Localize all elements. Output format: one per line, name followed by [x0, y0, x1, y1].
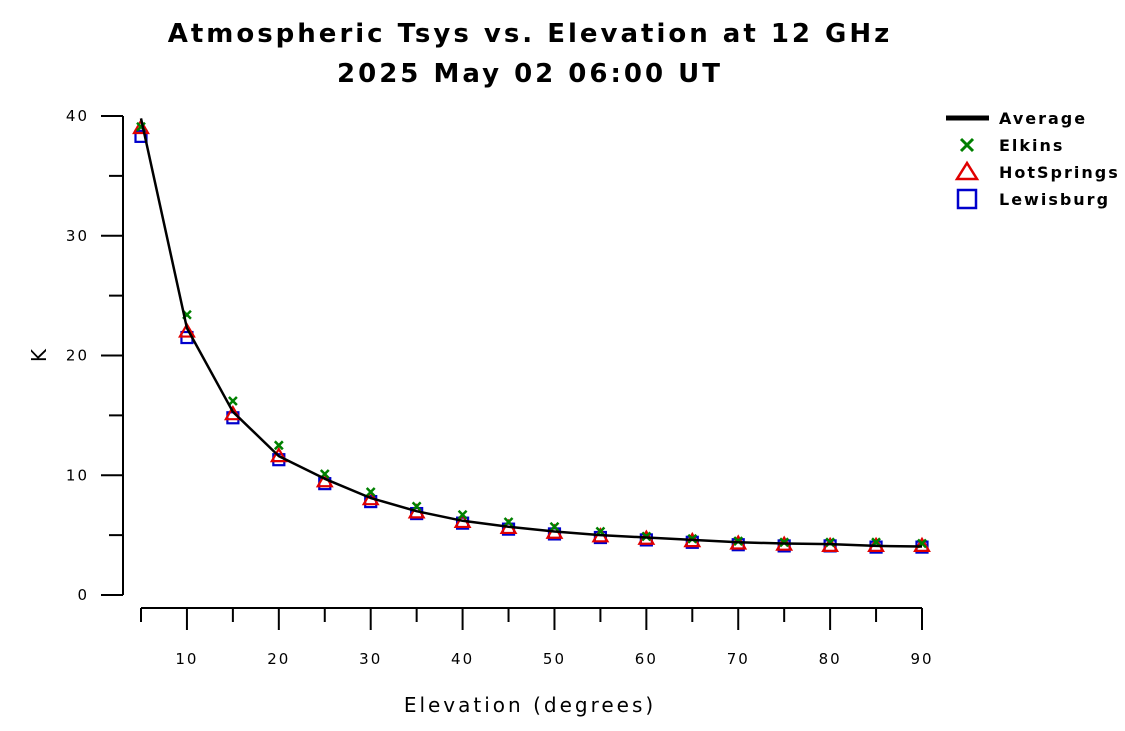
x-tick-label: 10: [175, 650, 198, 668]
x-tick-label: 70: [727, 650, 750, 668]
data-point-elkins: [227, 396, 238, 406]
series-lewisburg: [134, 129, 929, 554]
legend-label-hotsprings: HotSprings: [999, 163, 1120, 182]
chart-subtitle: 2025 May 02 06:00 UT: [337, 59, 723, 89]
data-point-elkins-stroke: [549, 521, 560, 532]
legend-swatch-stroke: [959, 137, 975, 153]
series-hotsprings: [132, 118, 931, 553]
data-point-elkins-stroke: [457, 509, 468, 520]
y-axis-title: K: [27, 346, 51, 362]
series-average: [139, 118, 923, 548]
x-tick-label: 30: [359, 650, 382, 668]
y-tick-label: 30: [66, 227, 89, 245]
data-point-hotsprings: [223, 404, 242, 421]
y-tick-label: 10: [66, 466, 89, 484]
data-point-elkins: [549, 521, 560, 532]
data-point-lewisburg: [134, 129, 148, 143]
x-tick-label: 50: [543, 650, 566, 668]
data-point-elkins-stroke: [503, 517, 514, 527]
data-point-elkins-stroke: [227, 396, 238, 406]
data-point-elkins: [411, 501, 422, 512]
legend-label-elkins: Elkins: [999, 136, 1064, 155]
legend-swatch-elkins: [959, 137, 975, 153]
series-elkins: [136, 121, 927, 549]
data-point-elkins: [365, 487, 376, 497]
y-tick-label: 40: [66, 107, 89, 125]
y-tick-label: 20: [66, 347, 89, 365]
legend-label-lewisburg: Lewisburg: [999, 190, 1110, 209]
data-point-elkins-stroke: [136, 121, 146, 132]
data-point-hotsprings: [269, 446, 288, 463]
data-point-hotsprings: [178, 322, 196, 338]
data-point-elkins-stroke: [411, 501, 422, 512]
data-point-hotsprings: [132, 118, 150, 135]
data-point-elkins: [503, 517, 514, 527]
data-point-elkins-stroke: [365, 487, 376, 497]
x-tick-label: 60: [635, 650, 658, 668]
x-axis-title: Elevation (degrees): [404, 693, 656, 717]
data-point-elkins-stroke: [273, 440, 284, 451]
series-line-average: [139, 118, 923, 548]
legend: Average Elkins HotSprings Lewisburg: [946, 109, 1120, 210]
x-tick-label: 40: [451, 650, 474, 668]
data-point-elkins: [273, 440, 284, 451]
data-point-elkins: [457, 509, 468, 520]
legend-swatch-hotsprings: [954, 160, 980, 181]
data-point-hotsprings: [913, 536, 931, 553]
x-tick-label: 80: [819, 650, 842, 668]
x-tick-label: 20: [267, 650, 290, 668]
legend-label-average: Average: [999, 109, 1087, 128]
x-tick-label: 90: [910, 650, 933, 668]
y-tick-label: 0: [77, 586, 89, 604]
y-axis: 0 10 20 30 40: [66, 107, 124, 604]
x-axis: 10 20 30 40 50 60 70 80 90: [140, 607, 933, 668]
legend-swatch-lewisburg: [956, 188, 978, 210]
plot-area: [132, 118, 931, 554]
chart-title: Atmospheric Tsys vs. Elevation at 12 GHz: [168, 19, 893, 49]
